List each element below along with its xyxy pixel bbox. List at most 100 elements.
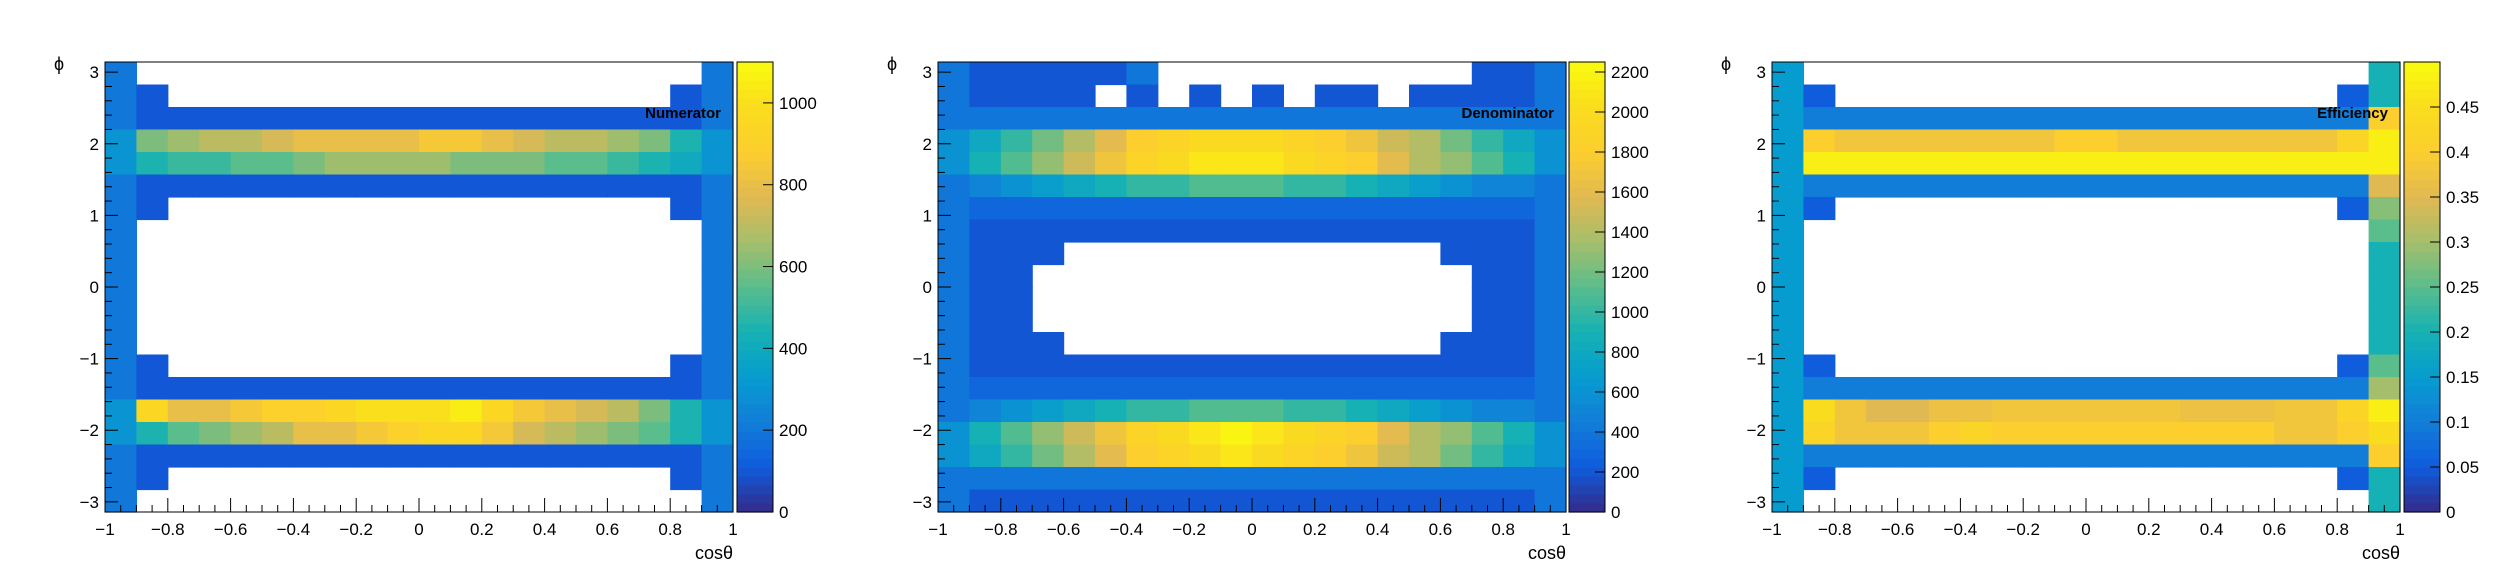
heatmap-cell <box>607 422 640 446</box>
y-tick-label: 2 <box>923 135 932 154</box>
heatmap-cell <box>1157 152 1190 176</box>
heatmap-cell <box>1503 489 1536 513</box>
colorbar-step <box>2404 89 2440 99</box>
heatmap-cell <box>1503 287 1536 311</box>
heatmap-cell <box>2337 399 2370 423</box>
colorbar-step <box>2404 440 2440 450</box>
colorbar-step <box>737 431 773 441</box>
heatmap-cell <box>1314 399 1347 423</box>
heatmap-cell <box>1283 107 1316 131</box>
colorbar-step <box>2404 116 2440 126</box>
heatmap-cell <box>2086 107 2118 131</box>
heatmap-cell <box>2054 152 2087 176</box>
heatmap-cell <box>1252 174 1284 198</box>
heatmap-cell <box>356 399 389 423</box>
heatmap-cell <box>1534 422 1567 446</box>
heatmap-cell <box>1440 152 1473 176</box>
colorbar-step <box>737 485 773 495</box>
heatmap-cell <box>1440 467 1473 491</box>
heatmap-cell <box>544 152 577 176</box>
colorbar-tick-label: 600 <box>779 258 807 277</box>
heatmap-cell <box>670 129 703 153</box>
heatmap-cell <box>481 152 514 176</box>
y-tick-label: 3 <box>1757 63 1766 82</box>
colorbar-step <box>2404 305 2440 315</box>
heatmap-cell <box>969 197 1002 221</box>
heatmap-cell <box>2305 107 2338 131</box>
heatmap-cell <box>1471 399 1504 423</box>
heatmap-cell <box>2368 422 2401 446</box>
heatmap-cell <box>1252 129 1284 153</box>
heatmap-cell <box>1960 129 1993 153</box>
heatmap-cell <box>1314 129 1347 153</box>
colorbar: 0 200 400 600 800 1000 <box>736 61 817 522</box>
colorbar-step <box>2404 458 2440 468</box>
colorbar-step <box>2404 62 2440 72</box>
heatmap-cell <box>1503 377 1536 401</box>
heatmap-cell <box>638 422 671 446</box>
heatmap-cell <box>544 399 577 423</box>
heatmap-cell <box>1000 467 1033 491</box>
heatmap-cell <box>2211 399 2244 423</box>
heatmap-cell <box>1063 174 1096 198</box>
heatmap-cell <box>1803 84 1836 108</box>
heatmap-cell <box>576 399 608 423</box>
heatmap-cell <box>1471 489 1504 513</box>
colorbar-step <box>737 98 773 108</box>
heatmap-cell <box>1772 287 1804 311</box>
heatmap-cell <box>1063 354 1096 378</box>
heatmap-cell <box>1803 197 1836 221</box>
heatmap-cell <box>701 422 734 446</box>
heatmap-cell <box>2274 444 2307 468</box>
heatmap-cell <box>1471 129 1504 153</box>
heatmap-cell <box>2274 129 2307 153</box>
colorbar-step <box>2404 134 2440 144</box>
heatmap-cell <box>1991 129 2024 153</box>
heatmap-cell <box>105 84 137 108</box>
colorbar-step <box>737 341 773 351</box>
heatmap-cell <box>2337 174 2370 198</box>
heatmap-cell <box>1346 174 1379 198</box>
heatmap-cell <box>638 152 671 176</box>
plot-title: Efficiency <box>2317 105 2389 122</box>
heatmap-cell <box>1095 107 1127 131</box>
heatmap-cell <box>199 422 232 446</box>
colorbar-step <box>2404 350 2440 360</box>
heatmap-cell <box>105 309 137 333</box>
colorbar-step <box>737 251 773 261</box>
heatmap-cell <box>1346 489 1379 513</box>
colorbar-tick-label: 0 <box>779 503 788 522</box>
heatmap-cell <box>1503 264 1536 288</box>
heatmap-cell <box>1803 422 1836 446</box>
heatmap-cell <box>2337 129 2370 153</box>
heatmap-cell <box>938 422 970 446</box>
heatmap-cell <box>2337 107 2370 131</box>
heatmap-cell <box>105 242 137 266</box>
heatmap-cell <box>1346 129 1379 153</box>
colorbar-step <box>1569 143 1605 153</box>
colorbar-step <box>1569 332 1605 342</box>
heatmap-cell <box>701 309 734 333</box>
x-tick-label: 0.2 <box>470 520 494 539</box>
heatmap-cell <box>513 174 546 198</box>
heatmap-cell <box>701 242 734 266</box>
heatmap-cell <box>1032 489 1065 513</box>
heatmap-cell <box>1772 399 1804 423</box>
heatmap-cell <box>969 467 1002 491</box>
heatmap-cell <box>167 377 200 401</box>
heatmap-cell <box>1377 197 1410 221</box>
heatmap-cell <box>1534 129 1567 153</box>
colorbar-step <box>1569 269 1605 279</box>
heatmap-cell <box>1534 287 1567 311</box>
heatmap-cell <box>1866 129 1899 153</box>
heatmap-cells <box>938 62 1567 513</box>
heatmap-cell <box>293 107 326 131</box>
heatmap-cell <box>199 152 232 176</box>
heatmap-cell <box>2054 399 2087 423</box>
heatmap-cell <box>701 377 734 401</box>
heatmap-cell <box>136 354 169 378</box>
heatmap-cell <box>136 107 169 131</box>
heatmap-cell <box>1409 422 1441 446</box>
heatmap-cell <box>2368 377 2401 401</box>
colorbar-step <box>737 188 773 198</box>
